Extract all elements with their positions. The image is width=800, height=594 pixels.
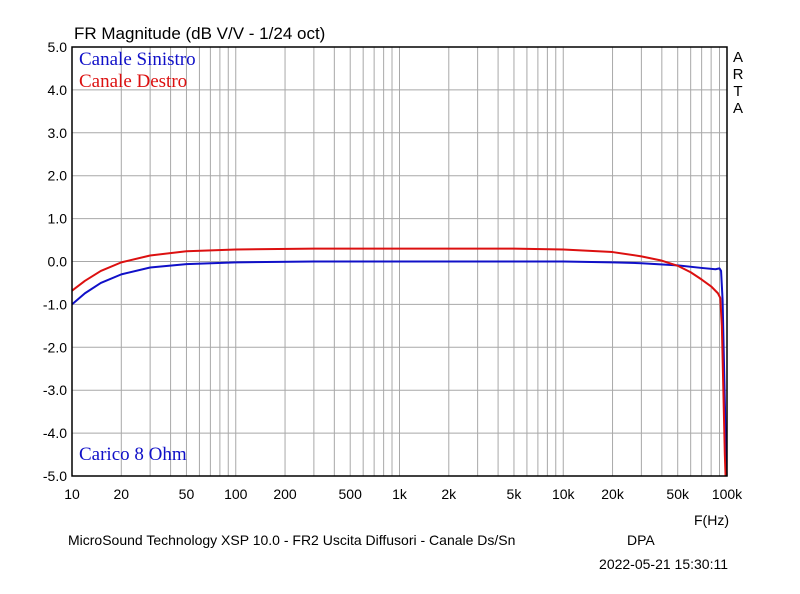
footer-description: MicroSound Technology XSP 10.0 - FR2 Usc…	[68, 532, 515, 548]
y-tick-label: -4.0	[43, 425, 67, 441]
x-tick-label: 10k	[552, 486, 576, 502]
x-axis-label: F(Hz)	[694, 512, 729, 528]
y-tick-label: 0.0	[48, 254, 68, 270]
x-tick-label: 20k	[601, 486, 625, 502]
x-tick-label: 200	[273, 486, 297, 502]
legend-entry: Canale Sinistro	[79, 49, 196, 70]
side-label-letter: R	[733, 66, 744, 83]
y-tick-label: -5.0	[43, 468, 67, 484]
series-line-canale-destro	[71, 247, 727, 477]
y-tick-label: 4.0	[48, 82, 68, 98]
chart-title: FR Magnitude (dB V/V - 1/24 oct)	[74, 24, 325, 43]
x-tick-label: 100	[224, 486, 248, 502]
y-tick-label: 1.0	[48, 211, 68, 227]
x-tick-label: 50	[179, 486, 195, 502]
side-label-letter: T	[733, 83, 742, 100]
x-tick-label: 50k	[666, 486, 690, 502]
y-tick-labels: 5.0 4.0 3.0 2.0 1.0 0.0 -1.0 -2.0 -3.0 -4.0 -5.0	[43, 39, 67, 484]
curves	[71, 247, 728, 477]
footer-timestamp: 2022-05-21 15:30:11	[599, 556, 728, 572]
y-tick-label: 5.0	[48, 39, 68, 55]
x-tick-label: 10	[64, 486, 80, 502]
x-tick-label: 2k	[441, 486, 457, 502]
y-tick-label: -1.0	[43, 296, 67, 312]
y-tick-label: 2.0	[48, 168, 68, 184]
side-label-letter: A	[733, 49, 743, 66]
x-tick-label: 1k	[392, 486, 408, 502]
y-tick-label: 3.0	[48, 125, 68, 141]
load-annotation: Carico 8 Ohm	[79, 444, 187, 465]
series-line-canale-sinistro	[71, 260, 728, 477]
legend-entry: Canale Destro	[79, 71, 187, 92]
y-tick-label: -3.0	[43, 382, 67, 398]
footer-tag: DPA	[627, 532, 655, 548]
x-tick-label: 5k	[507, 486, 523, 502]
y-tick-label: -2.0	[43, 339, 67, 355]
x-tick-label: 20	[114, 486, 130, 502]
x-tick-labels: 10 20 50 100 200 500 1k 2k 5k 10k 20k 50k 100k	[64, 486, 743, 502]
x-tick-label: 100k	[712, 486, 743, 502]
x-tick-label: 500	[339, 486, 363, 502]
plot-frame	[71, 46, 728, 477]
side-label-letter: A	[733, 100, 743, 117]
